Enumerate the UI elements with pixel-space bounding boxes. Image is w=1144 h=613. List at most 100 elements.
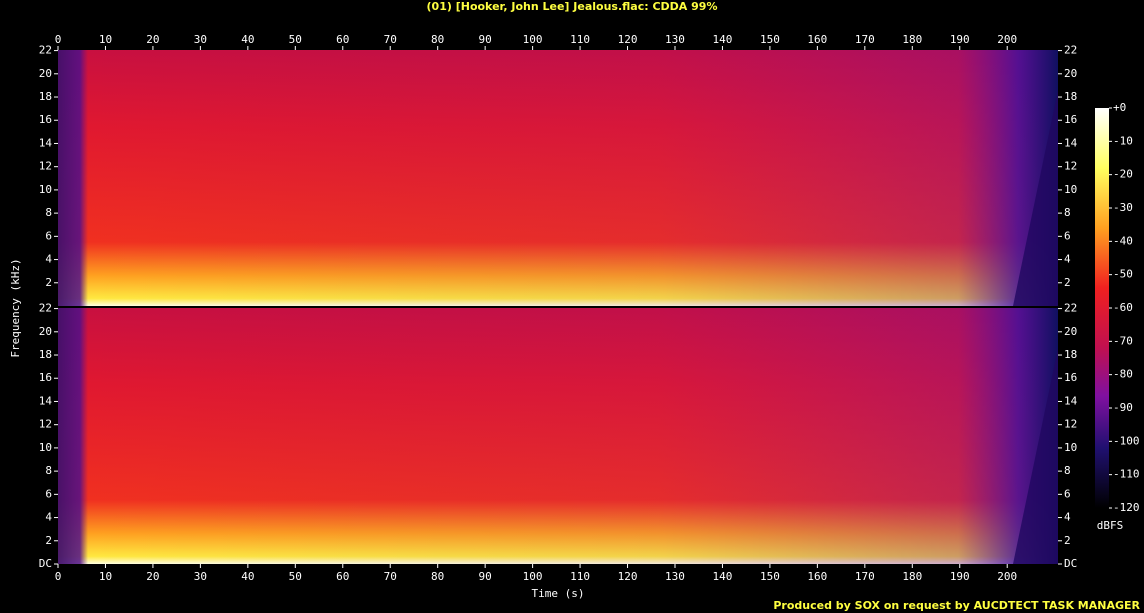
colorbar-tick-label: -40 xyxy=(1113,234,1133,247)
colorbar-tick-label: -100 xyxy=(1113,434,1140,447)
y-tick-label: 16 xyxy=(1064,371,1077,384)
x-tick-label: 60 xyxy=(336,570,349,583)
spectrogram-tail xyxy=(1013,90,1058,306)
x-tick-label: 70 xyxy=(384,33,397,46)
y-tick-label: 22 xyxy=(1064,44,1077,57)
colorbar-tick-label: -10 xyxy=(1113,134,1133,147)
x-tick-label: 90 xyxy=(479,33,492,46)
y-tick-label: 22 xyxy=(39,302,52,315)
footer: Produced by SOX on request by AUCDTECT T… xyxy=(773,599,1140,612)
x-tick-label: 50 xyxy=(289,570,302,583)
x-tick-label: 80 xyxy=(431,570,444,583)
x-tick-label: 90 xyxy=(479,570,492,583)
x-tick-label: 40 xyxy=(241,33,254,46)
y-tick-label: 4 xyxy=(45,253,52,266)
y-tick-label: 6 xyxy=(1064,229,1071,242)
spectrogram-shade xyxy=(58,308,1058,564)
x-tick-label: 10 xyxy=(99,33,112,46)
y-tick-label: 4 xyxy=(1064,253,1071,266)
y-tick-label: DC xyxy=(39,557,52,570)
y-tick-label: 12 xyxy=(1064,418,1077,431)
y-tick-label: 20 xyxy=(39,67,52,80)
x-tick-label: 30 xyxy=(194,570,207,583)
colorbar xyxy=(1095,108,1109,508)
x-tick-label: 190 xyxy=(950,570,970,583)
y-tick-label: 2 xyxy=(45,276,52,289)
x-tick-label: 130 xyxy=(665,570,685,583)
x-tick-label: 40 xyxy=(241,570,254,583)
x-tick-label: 0 xyxy=(55,570,62,583)
x-tick-label: 50 xyxy=(289,33,302,46)
y-tick-label: 16 xyxy=(39,113,52,126)
colorbar-tick-label: -60 xyxy=(1113,301,1133,314)
y-tick-label: 10 xyxy=(39,441,52,454)
x-tick-label: 150 xyxy=(760,570,780,583)
y-tick-label: 8 xyxy=(45,206,52,219)
colorbar-tick-label: -90 xyxy=(1113,401,1133,414)
colorbar-tick-label: -110 xyxy=(1113,468,1140,481)
chart-title: (01) [Hooker, John Lee] Jealous.flac: CD… xyxy=(427,0,718,13)
x-tick-label: 120 xyxy=(618,570,638,583)
x-tick-label: 180 xyxy=(902,33,922,46)
y-tick-label: 14 xyxy=(1064,394,1078,407)
y-tick-label: 4 xyxy=(45,511,52,524)
y-tick-label: 16 xyxy=(1064,113,1077,126)
x-tick-label: 20 xyxy=(146,33,159,46)
x-tick-label: 110 xyxy=(570,570,590,583)
x-tick-label: 130 xyxy=(665,33,685,46)
y-tick-label: 8 xyxy=(45,464,52,477)
x-tick-label: 10 xyxy=(99,570,112,583)
colorbar-tick-label: -70 xyxy=(1113,334,1133,347)
y-tick-label: 14 xyxy=(39,394,53,407)
y-tick-label: 6 xyxy=(45,487,52,500)
y-tick-label: 18 xyxy=(39,90,52,103)
y-tick-label: 18 xyxy=(1064,348,1077,361)
y-tick-label: 2 xyxy=(45,534,52,547)
x-tick-label: 150 xyxy=(760,33,780,46)
x-tick-label: 170 xyxy=(855,570,875,583)
spectrogram-tail xyxy=(1013,348,1058,564)
y-tick-label: 22 xyxy=(39,44,52,57)
x-tick-label: 100 xyxy=(523,570,543,583)
colorbar-tick-label: +0 xyxy=(1113,101,1126,114)
x-tick-label: 20 xyxy=(146,570,159,583)
colorbar-tick-label: -80 xyxy=(1113,368,1133,381)
x-tick-label: 160 xyxy=(807,33,827,46)
x-tick-label: 0 xyxy=(55,33,62,46)
x-tick-label: 140 xyxy=(713,570,733,583)
colorbar-tick-label: -30 xyxy=(1113,201,1133,214)
y-tick-label: 12 xyxy=(39,160,52,173)
x-tick-label: 60 xyxy=(336,33,349,46)
x-tick-label: 180 xyxy=(902,570,922,583)
y-tick-label: 12 xyxy=(1064,160,1077,173)
y-tick-label: DC xyxy=(1064,557,1077,570)
y-tick-label: 16 xyxy=(39,371,52,384)
y-tick-label: 6 xyxy=(45,229,52,242)
x-tick-label: 160 xyxy=(807,570,827,583)
y-tick-label: 18 xyxy=(1064,90,1077,103)
y-tick-label: 20 xyxy=(1064,325,1077,338)
y-tick-label: 10 xyxy=(1064,183,1077,196)
y-tick-label: 14 xyxy=(1064,136,1078,149)
y-tick-label: 22 xyxy=(1064,302,1077,315)
x-tick-label: 170 xyxy=(855,33,875,46)
colorbar-tick-label: -50 xyxy=(1113,268,1133,281)
x-tick-label: 200 xyxy=(997,570,1017,583)
y-tick-label: 12 xyxy=(39,418,52,431)
y-tick-label: 8 xyxy=(1064,206,1071,219)
y-tick-label: 2 xyxy=(1064,534,1071,547)
y-tick-label: 6 xyxy=(1064,487,1071,500)
x-tick-label: 80 xyxy=(431,33,444,46)
x-tick-label: 190 xyxy=(950,33,970,46)
y-tick-label: 4 xyxy=(1064,511,1071,524)
y-tick-label: 10 xyxy=(39,183,52,196)
x-tick-label: 70 xyxy=(384,570,397,583)
y-axis-label: Frequency (kHz) xyxy=(9,258,22,357)
y-tick-label: 8 xyxy=(1064,464,1071,477)
x-tick-label: 140 xyxy=(713,33,733,46)
y-tick-label: 20 xyxy=(39,325,52,338)
x-tick-label: 30 xyxy=(194,33,207,46)
x-tick-label: 120 xyxy=(618,33,638,46)
x-tick-label: 200 xyxy=(997,33,1017,46)
